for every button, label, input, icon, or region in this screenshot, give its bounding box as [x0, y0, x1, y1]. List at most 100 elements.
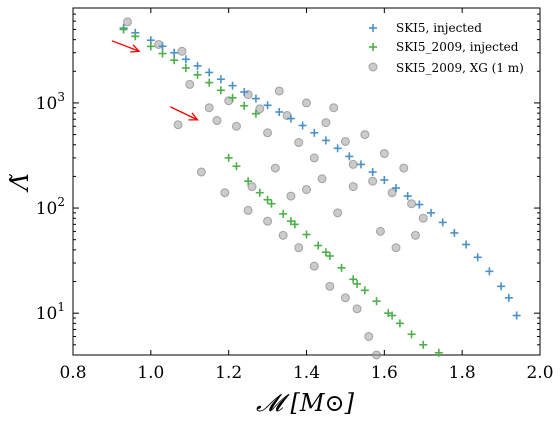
data-point-circle	[348, 159, 358, 169]
data-point-circle	[317, 174, 327, 184]
data-point-circle	[333, 208, 343, 218]
data-point-plus	[388, 311, 397, 320]
data-point-plus	[314, 241, 323, 250]
y-axis-label: Λ̃	[6, 173, 34, 192]
data-point-plus	[504, 293, 513, 302]
data-point-plus	[321, 136, 330, 145]
data-point-plus	[275, 107, 284, 116]
data-point-plus	[302, 230, 311, 239]
data-point-plus	[228, 81, 237, 90]
data-point-plus	[310, 128, 319, 137]
data-point-plus	[158, 49, 167, 58]
x-tick-label: 1.8	[449, 363, 476, 383]
y-tick-label: 103	[36, 90, 65, 114]
data-point-circle	[372, 350, 382, 360]
data-point-plus	[255, 188, 264, 197]
data-point-plus	[360, 286, 369, 295]
data-point-plus	[240, 88, 249, 97]
data-point-circle	[387, 188, 397, 198]
x-tick-label: 1.2	[215, 363, 242, 383]
data-point-plus	[395, 319, 404, 328]
y-tick-label: 101	[36, 300, 65, 324]
data-point-plus	[263, 101, 272, 110]
data-point-circle	[368, 176, 378, 186]
data-point-plus	[321, 248, 330, 257]
data-point-circle	[340, 293, 350, 303]
data-point-plus	[512, 311, 521, 320]
x-tick-label: 1.0	[137, 363, 164, 383]
data-point-plus	[353, 279, 362, 288]
data-point-circle	[360, 130, 370, 140]
data-point-plus	[263, 195, 272, 204]
data-point-circle	[418, 213, 428, 223]
data-point-circle	[294, 138, 304, 148]
data-point-plus	[181, 55, 190, 64]
data-point-plus	[368, 168, 377, 177]
data-point-circle	[270, 163, 280, 173]
legend-label-xg: SKI5_2009, XG (1 m)	[396, 61, 524, 75]
data-point-circle	[122, 17, 132, 27]
data-point-plus	[298, 121, 307, 130]
x-tick-label: 2.0	[526, 363, 553, 383]
data-point-plus	[181, 63, 190, 72]
data-point-plus	[146, 42, 155, 51]
data-point-plus	[438, 218, 447, 227]
x-tick-label: 0.8	[59, 363, 86, 383]
data-point-plus	[349, 275, 358, 284]
data-point-circle	[340, 136, 350, 146]
data-point-plus	[193, 70, 202, 79]
data-point-circle	[173, 120, 183, 130]
legend-marker-xg	[368, 62, 378, 72]
data-point-circle	[243, 205, 253, 215]
data-point-circle	[391, 243, 401, 253]
data-point-plus	[240, 101, 249, 110]
data-point-plus	[193, 61, 202, 70]
legend-entry-ski5: SKI5, injected	[369, 21, 482, 35]
data-point-plus	[372, 297, 381, 306]
legend-marker-symbol	[368, 62, 378, 72]
data-point-circle	[196, 167, 206, 177]
data-point-circle	[379, 149, 389, 159]
legend-marker-symbol	[369, 24, 377, 32]
data-point-plus	[325, 251, 334, 260]
data-point-plus	[427, 208, 436, 217]
legend-marker-ski5	[369, 24, 377, 32]
legend-entry-ski5-2009: SKI5_2009, injected	[369, 40, 519, 54]
data-point-plus	[333, 144, 342, 153]
data-point-plus	[497, 282, 506, 291]
data-point-plus	[356, 160, 365, 169]
data-point-circle	[185, 79, 195, 89]
data-point-circle	[407, 199, 417, 209]
data-point-circle	[274, 86, 284, 96]
annotation-arrow	[111, 40, 141, 53]
data-point-circle	[321, 118, 331, 128]
data-point-circle	[325, 281, 335, 291]
data-point-circle	[302, 185, 311, 195]
legend-label-ski5-2009: SKI5_2009, injected	[396, 40, 519, 54]
data-point-plus	[216, 75, 225, 84]
data-point-circle	[352, 304, 362, 314]
data-point-plus	[170, 56, 179, 65]
data-point-plus	[232, 162, 241, 171]
data-point-plus	[244, 177, 253, 186]
data-point-plus	[392, 184, 401, 193]
data-point-plus	[205, 78, 214, 87]
data-point-circle	[399, 163, 409, 173]
data-point-plus	[407, 330, 416, 339]
data-point-plus	[485, 267, 494, 276]
data-point-circle	[294, 243, 304, 253]
legend-label-ski5: SKI5, injected	[396, 21, 482, 35]
data-point-circle	[177, 46, 187, 56]
data-point-plus	[119, 25, 128, 34]
data-point-plus	[279, 209, 288, 218]
data-point-plus	[419, 340, 428, 349]
x-axis-label: 𝓜 [M⊙]	[256, 389, 355, 417]
data-point-plus	[345, 152, 354, 161]
legend-marker-symbol	[369, 43, 377, 51]
x-tick-label: 1.6	[371, 363, 398, 383]
data-point-plus	[216, 86, 225, 95]
data-point-plus	[286, 217, 295, 226]
data-point-plus	[415, 200, 424, 209]
data-point-circle	[375, 226, 385, 236]
